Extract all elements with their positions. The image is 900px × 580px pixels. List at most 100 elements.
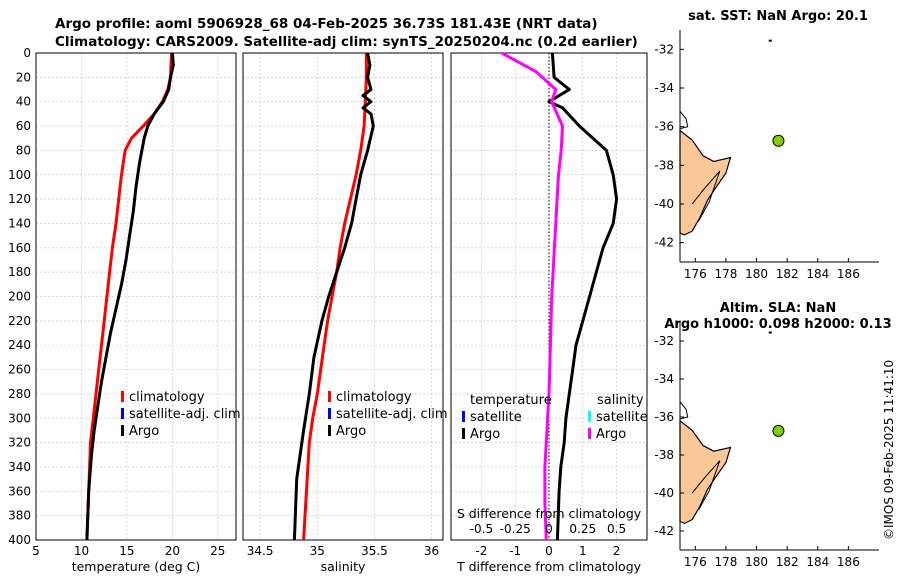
- x-tick-label: 5: [32, 544, 40, 558]
- land-outline: [679, 109, 689, 130]
- legend-label: satellite-adj. clim: [336, 407, 448, 422]
- y-tick-label: 360: [8, 484, 31, 498]
- legend-label: Argo: [336, 424, 366, 439]
- x-tick-label: 186: [837, 267, 860, 281]
- x-tick-label: 178: [714, 555, 737, 569]
- x-tick-label: 184: [806, 267, 829, 281]
- y-tick-label: 320: [8, 436, 31, 450]
- y-tick-label: -38: [654, 158, 674, 172]
- x-tick-label: 10: [74, 544, 89, 558]
- y-tick-label: 240: [8, 338, 31, 352]
- legend-swatch: [121, 408, 124, 419]
- x-tick-label: 34.5: [247, 544, 274, 558]
- top-tick-label: 0.5: [607, 522, 626, 536]
- x-tick-label: 25: [210, 544, 225, 558]
- y-tick-label: -34: [654, 81, 674, 95]
- x-tick-label: 176: [684, 267, 707, 281]
- x-axis-label: salinity: [321, 559, 366, 574]
- land-outline: [679, 400, 689, 420]
- y-tick-label: -36: [654, 120, 674, 134]
- land-mass: [679, 129, 732, 236]
- legend-swatch: [588, 428, 591, 439]
- isobath-line: [691, 170, 721, 222]
- legend-swatch: [121, 425, 124, 436]
- y-tick-label: -32: [654, 334, 674, 348]
- top-tick-label: 0.25: [569, 522, 596, 536]
- x-tick-label: 35: [310, 544, 325, 558]
- y-tick-label: 340: [8, 460, 31, 474]
- island-mark: [768, 39, 772, 42]
- y-tick-label: 180: [8, 265, 31, 279]
- grid: [35, 52, 236, 541]
- y-tick-label: 400: [8, 533, 31, 547]
- legend-label: temperature: [470, 393, 552, 408]
- legend-swatch: [328, 391, 331, 402]
- legend-label: climatology: [336, 390, 412, 405]
- x-tick-label: 180: [745, 267, 768, 281]
- watermark: ©IMOS 09-Feb-2025 11:41:10: [882, 360, 896, 540]
- y-tick-label: -32: [654, 42, 674, 56]
- y-tick-label: 160: [8, 241, 31, 255]
- sla-map-panel: 176 178 180 182 184 186 -32 -34 -36 -38 -40 -42 Alti…: [654, 301, 891, 569]
- legend-label: satellite: [596, 410, 648, 425]
- isobath-line: [691, 460, 721, 511]
- legend-swatch: [121, 391, 124, 402]
- difference-panel: -2 -1 0 1 2T difference from climatology temp…: [450, 51, 648, 574]
- legend-label: satellite: [470, 410, 522, 425]
- series-line-t-difference--argo-: [547, 52, 619, 541]
- y-tick-label: 40: [16, 95, 31, 109]
- y-tick-label: -42: [654, 236, 674, 250]
- x-tick-label: 35.5: [361, 544, 388, 558]
- y-tick-label: 200: [8, 290, 31, 304]
- y-tick-label: 100: [8, 168, 31, 182]
- x-tick-label: 15: [119, 544, 134, 558]
- x-tick-label: 36: [424, 544, 439, 558]
- header-line2: Climatology: CARS2009. Satellite-adj cli…: [55, 34, 638, 50]
- y-tick-label: -40: [654, 197, 674, 211]
- header-line1: Argo profile: aoml 5906928_68 04-Feb-202…: [55, 16, 598, 32]
- x-tick-label: 182: [776, 267, 799, 281]
- legend-swatch: [588, 411, 591, 422]
- x-axis-label: temperature (deg C): [72, 559, 201, 574]
- temperature-panel: 0 20 40 60 80 100 120 140 160 180 200 220 240 260 280 3…: [8, 46, 241, 574]
- x-tick-label: 180: [745, 555, 768, 569]
- x-tick-label: 1: [579, 544, 587, 558]
- legend-swatch: [462, 411, 465, 422]
- top-axis-label: S difference from climatology: [457, 506, 642, 521]
- y-tick-label: 0: [23, 46, 31, 60]
- legend-label: salinity: [597, 393, 644, 408]
- legend-label: Argo: [129, 424, 159, 439]
- x-tick-label: 184: [806, 555, 829, 569]
- legend-label: satellite-adj. clim: [129, 407, 241, 422]
- top-tick-label: -0.5: [470, 522, 493, 536]
- legend-swatch: [328, 425, 331, 436]
- y-tick-label: 300: [8, 411, 31, 425]
- y-tick-label: 20: [16, 70, 31, 84]
- y-tick-label: 80: [16, 143, 31, 157]
- map-title: sat. SST: NaN Argo: 20.1: [688, 9, 868, 24]
- float-position-marker: [772, 424, 785, 437]
- series-line-argo: [292, 52, 375, 541]
- axes-frame: [35, 52, 237, 541]
- y-tick-label: 280: [8, 387, 31, 401]
- grid: [243, 52, 443, 541]
- y-tick-label: -36: [654, 410, 674, 424]
- y-tick-label: 380: [8, 509, 31, 523]
- y-tick-label: 220: [8, 314, 31, 328]
- x-tick-label: 178: [714, 267, 737, 281]
- x-tick-label: 2: [613, 544, 621, 558]
- map-subtitle: Argo h1000: 0.098 h2000: 0.13: [664, 317, 891, 332]
- x-tick-label: 0: [545, 544, 553, 558]
- island-mark: [768, 331, 772, 334]
- series-line-climatology: [302, 53, 368, 541]
- y-tick-label: -40: [654, 486, 674, 500]
- x-tick-label: 20: [165, 544, 180, 558]
- y-tick-label: -38: [654, 448, 674, 462]
- legend-swatch: [462, 428, 465, 439]
- axes-frame: [242, 52, 444, 541]
- series-line-s-difference--argo-: [500, 51, 564, 541]
- map-title: Altim. SLA: NaN: [720, 301, 836, 316]
- legend-label: climatology: [129, 390, 205, 405]
- y-tick-label: -34: [654, 372, 674, 386]
- salinity-panel: 34.5 35 35.5 36 salinity climatology satellite…: [242, 52, 448, 574]
